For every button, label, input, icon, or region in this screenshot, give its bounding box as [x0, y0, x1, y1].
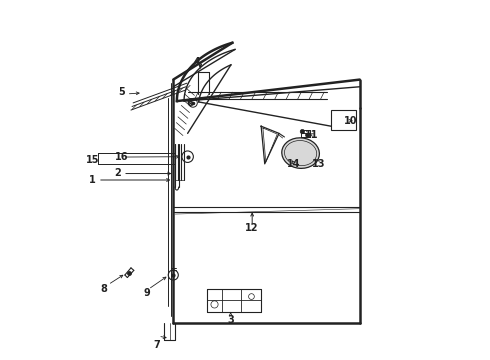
- Text: 13: 13: [312, 159, 325, 169]
- Text: 10: 10: [344, 116, 358, 126]
- Text: 6: 6: [186, 98, 193, 108]
- Text: 11: 11: [305, 130, 318, 140]
- Text: 5: 5: [118, 87, 124, 97]
- Ellipse shape: [282, 138, 319, 168]
- Circle shape: [306, 133, 310, 137]
- Text: 15: 15: [86, 155, 99, 165]
- Text: 9: 9: [143, 288, 150, 298]
- Text: 2: 2: [114, 168, 121, 178]
- Circle shape: [300, 130, 304, 134]
- Text: 8: 8: [100, 284, 107, 294]
- Text: 16: 16: [115, 152, 128, 162]
- Text: 4: 4: [193, 57, 200, 67]
- Text: 12: 12: [245, 224, 259, 233]
- Text: 1: 1: [89, 175, 96, 185]
- Text: 14: 14: [287, 159, 300, 169]
- Text: 7: 7: [154, 340, 161, 350]
- Text: 3: 3: [227, 315, 234, 325]
